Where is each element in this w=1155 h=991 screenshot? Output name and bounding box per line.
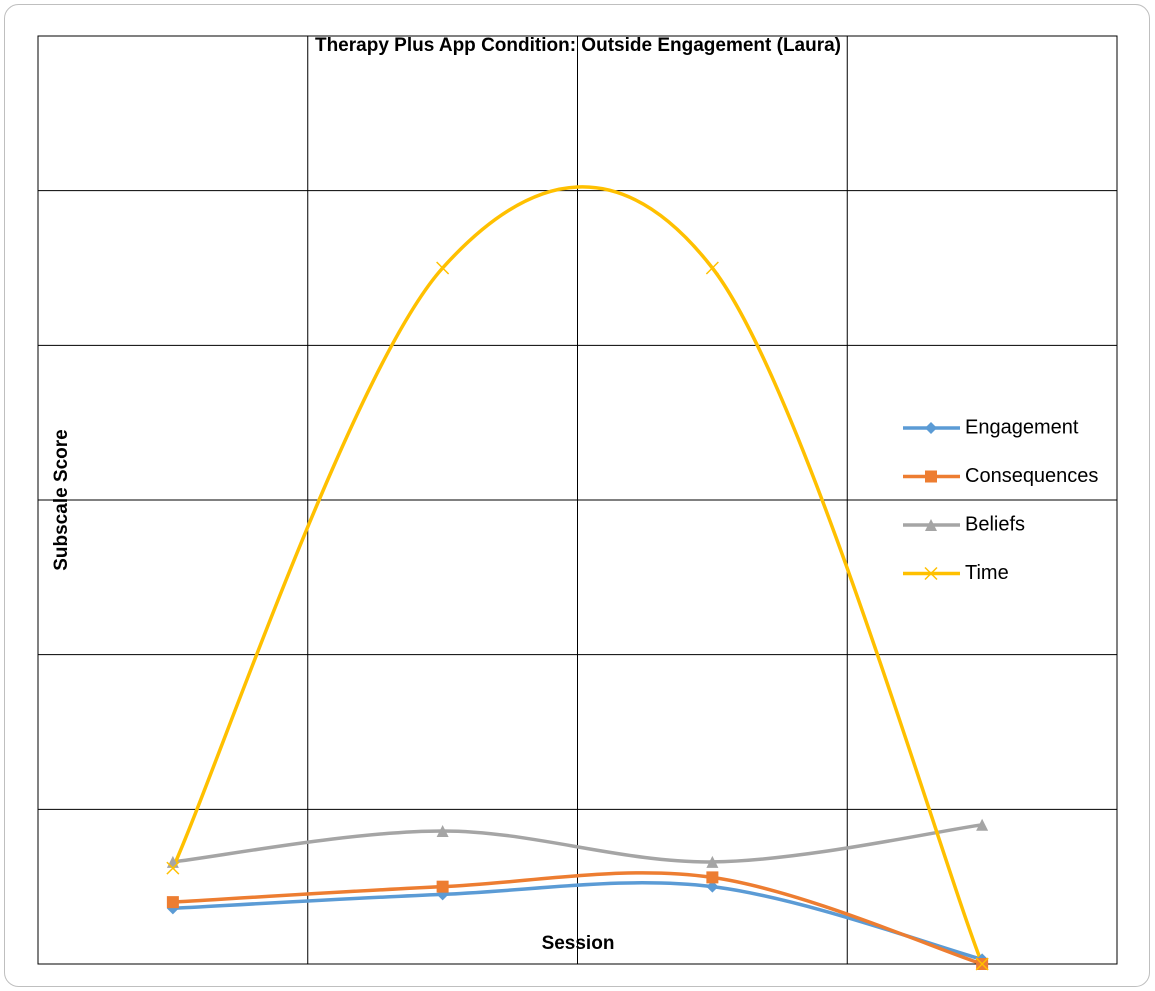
series-line bbox=[171, 185, 984, 965]
series-line bbox=[172, 823, 983, 864]
marker bbox=[436, 824, 449, 837]
marker bbox=[925, 519, 937, 531]
marker bbox=[924, 566, 938, 581]
marker bbox=[706, 855, 719, 868]
marker bbox=[166, 896, 179, 909]
marker bbox=[925, 470, 937, 483]
chart-title: Therapy Plus App Condition: Outside Enga… bbox=[315, 35, 841, 56]
plot-area bbox=[37, 35, 1118, 971]
x-axis-label: Session bbox=[542, 933, 615, 954]
series-line bbox=[172, 871, 983, 966]
marker bbox=[706, 880, 719, 893]
legend-label: Consequences bbox=[965, 465, 1098, 487]
marker bbox=[975, 957, 989, 971]
legend-label: Beliefs bbox=[965, 513, 1025, 535]
marker bbox=[705, 261, 719, 275]
marker bbox=[706, 871, 719, 884]
legend-label: Engagement bbox=[965, 416, 1079, 438]
series-line bbox=[172, 881, 983, 962]
marker bbox=[925, 422, 937, 434]
marker bbox=[976, 818, 989, 831]
marker bbox=[166, 861, 180, 875]
marker bbox=[436, 261, 450, 275]
legend-label: Time bbox=[965, 562, 1009, 584]
y-axis-label: Subscale Score bbox=[51, 429, 72, 571]
marker bbox=[436, 880, 449, 893]
